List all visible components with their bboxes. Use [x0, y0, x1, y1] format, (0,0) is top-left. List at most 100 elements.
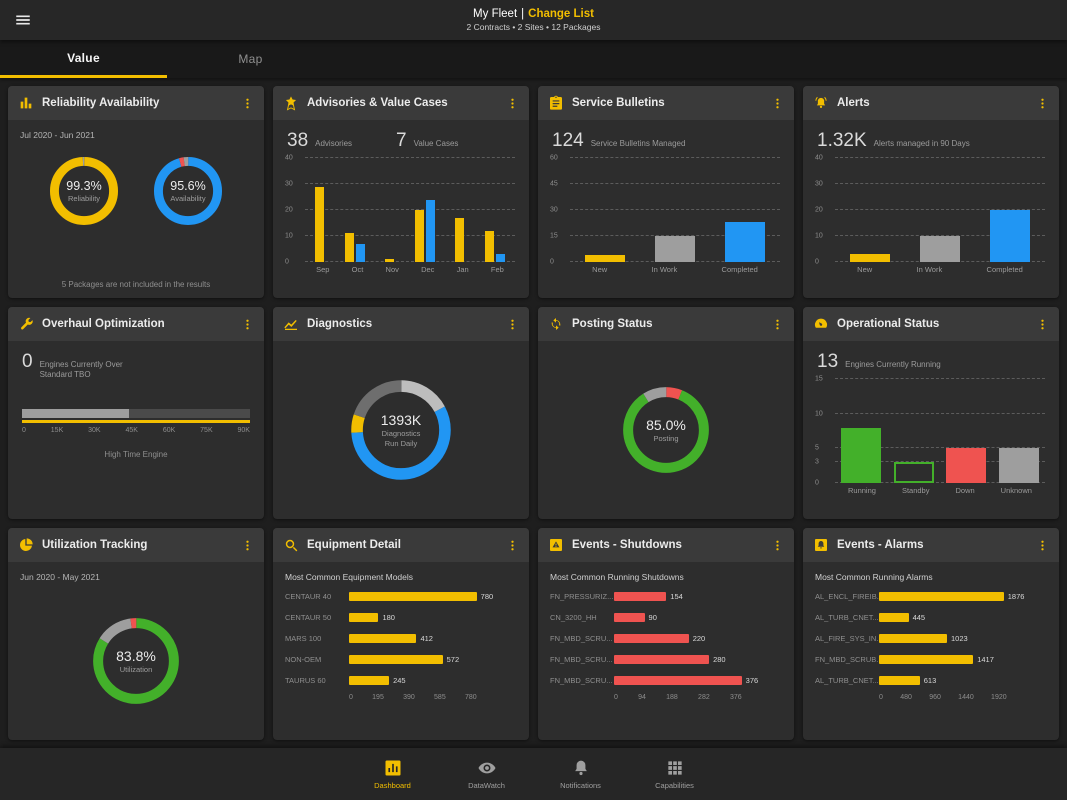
fleet-header: My Fleet | Change List 2 Contracts • 2 S…	[467, 8, 601, 32]
hbar	[614, 676, 742, 685]
bar-group	[484, 158, 505, 262]
hamburger-icon[interactable]	[14, 11, 32, 29]
card-title: Operational Status	[837, 318, 940, 330]
gridline	[835, 235, 1045, 236]
hbar-track: 412	[349, 634, 517, 643]
hbar-value: 245	[393, 676, 406, 685]
hbar-row: FN_MBD_SCRU... 376	[550, 672, 782, 689]
kebab-menu-icon[interactable]	[506, 317, 519, 332]
gauge-donut: 95.6% Availability	[149, 152, 227, 230]
y-axis-tick: 0	[815, 258, 819, 266]
hbar-label: AL_TURB_CNET...	[815, 676, 879, 685]
card-header: Events - Shutdowns	[538, 528, 794, 562]
hbar-value: 1417	[977, 655, 994, 664]
card-equipment-detail: Equipment Detail Most Common Equipment M…	[273, 528, 529, 740]
hbar-label: TAURUS 60	[285, 676, 326, 685]
top-app-bar: My Fleet | Change List 2 Contracts • 2 S…	[0, 0, 1067, 40]
hbar-label: AL_FIRE_SYS_IN...	[815, 634, 879, 643]
kebab-menu-icon[interactable]	[1036, 96, 1049, 111]
kebab-menu-icon[interactable]	[1036, 538, 1049, 553]
running-label: Engines Currently Running	[845, 360, 941, 369]
gridline	[570, 157, 780, 158]
hbar-label: AL_ENCL_FIREIB...	[815, 592, 879, 601]
hbar-label: AL_TURB_CNET...	[815, 613, 879, 622]
diagnostics-donut: 1393K Diagnostics Run Daily	[343, 372, 459, 488]
nav-datawatch[interactable]: DataWatch	[460, 758, 514, 790]
shutdowns-hbar-chart: FN_PRESSURIZ... 154 CN_3200_HH 90 FN_MBD_SCR…	[550, 588, 782, 701]
kebab-menu-icon[interactable]	[1036, 317, 1049, 332]
hbar-value: 376	[745, 676, 759, 685]
bar-group	[920, 158, 960, 262]
kebab-menu-icon[interactable]	[771, 96, 784, 111]
donut-text-line: Reliability	[67, 194, 101, 203]
nav-capabilities[interactable]: Capabilities	[648, 758, 702, 790]
hbar	[879, 634, 948, 643]
hbar	[349, 634, 417, 643]
card-operational-status: Operational Status 13 Engines Currently R…	[803, 307, 1059, 519]
bar-completed	[725, 222, 765, 262]
hbar-label: CENTAUR 50	[285, 613, 332, 622]
donut-ring	[49, 156, 119, 226]
hbar-track: 220	[614, 634, 782, 643]
alarm-box-icon	[813, 537, 829, 553]
chart-plot: 0 3 5 10 15	[813, 376, 1049, 487]
card-overhaul-optimization: Overhaul Optimization 0 Engines Currently…	[8, 307, 264, 519]
hbar-value: 572	[446, 655, 460, 664]
card-title: Diagnostics	[307, 318, 373, 330]
hbar-track: 90	[614, 613, 782, 622]
x-axis-tick: 282	[698, 694, 710, 701]
hbar-track: 180	[349, 613, 517, 622]
tab-value[interactable]: Value	[0, 40, 167, 78]
card-stats: 0 Engines Currently Over Standard TBO	[8, 341, 264, 379]
gauge-tick: 15K	[50, 427, 64, 435]
utilization-donut: 83.8% Utilization	[86, 611, 186, 711]
bar-group	[725, 158, 765, 262]
dashboard-icon	[383, 758, 403, 778]
kebab-menu-icon[interactable]	[241, 96, 254, 111]
category-label: Oct	[351, 264, 364, 274]
y-axis-tick: 45	[550, 180, 558, 188]
category-labels: New In Work Completed	[835, 262, 1045, 276]
donut-center-text: 83.8% Utilization	[86, 611, 186, 711]
hbar-track: 154	[614, 592, 782, 601]
card-header: Service Bulletins	[538, 86, 794, 120]
nav-dashboard[interactable]: Dashboard	[366, 758, 420, 790]
kebab-menu-icon[interactable]	[506, 96, 519, 111]
alert-bell-icon	[813, 95, 829, 111]
kebab-menu-icon[interactable]	[506, 538, 519, 553]
bars-row	[570, 158, 780, 262]
card-events-shutdowns: Events - Shutdowns Most Common Running S…	[538, 528, 794, 740]
kebab-menu-icon[interactable]	[241, 317, 254, 332]
hbar-track: 1876	[879, 592, 1047, 601]
hbar	[879, 655, 974, 664]
hbar-row: TAURUS 60 245	[285, 672, 517, 689]
change-list-link[interactable]: Change List	[528, 8, 594, 20]
category-label: Feb	[490, 264, 504, 274]
tab-map[interactable]: Map	[167, 40, 334, 78]
bar-value-cases	[355, 243, 365, 262]
hbar-value: 445	[912, 613, 926, 622]
hbar-value: 220	[692, 634, 706, 643]
hbar-value: 412	[420, 634, 433, 643]
bar-chart-icon	[18, 95, 34, 111]
hbar-label: NON-OEM	[285, 655, 322, 664]
card-title: Service Bulletins	[572, 97, 665, 109]
card-title: Alerts	[837, 97, 870, 109]
category-labels: New In Work Completed	[570, 262, 780, 276]
tab-value-label: Value	[67, 50, 100, 65]
alerts-label: Alerts managed in 90 Days	[873, 139, 970, 148]
hbar	[614, 613, 645, 622]
nav-notifications[interactable]: Notifications	[554, 758, 608, 790]
value-cases-count: 7	[396, 130, 407, 151]
hbar-row: MARS 100 412	[285, 630, 517, 647]
eye-icon	[477, 758, 497, 778]
hbar-track: 245	[349, 676, 517, 685]
nav-capabilities-label: Capabilities	[655, 781, 694, 790]
kebab-menu-icon[interactable]	[771, 317, 784, 332]
kebab-menu-icon[interactable]	[771, 538, 784, 553]
kebab-menu-icon[interactable]	[241, 538, 254, 553]
gridline	[835, 447, 1045, 449]
nav-datawatch-label: DataWatch	[468, 781, 505, 790]
card-title: Reliability Availability	[42, 97, 160, 109]
hbar-label: FN_MBD_SCRU...	[550, 676, 613, 685]
